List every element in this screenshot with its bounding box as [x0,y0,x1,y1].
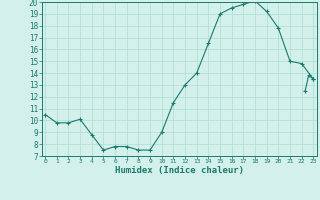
X-axis label: Humidex (Indice chaleur): Humidex (Indice chaleur) [115,166,244,175]
